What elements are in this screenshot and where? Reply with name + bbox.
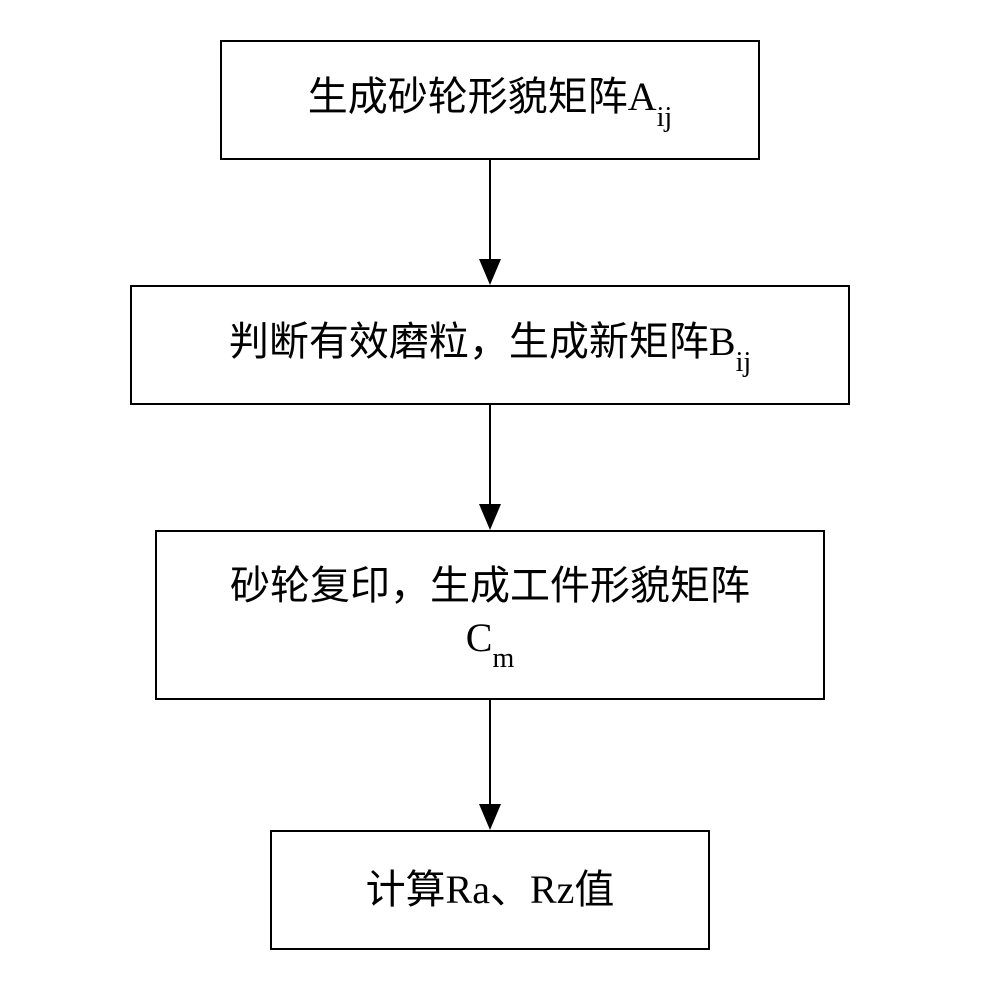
flow-box2-label: 判断有效磨粒，生成新矩阵Bij	[229, 316, 751, 374]
flow-box1: 生成砂轮形貌矩阵Aij	[220, 40, 760, 160]
flow-box4: 计算Ra、Rz值	[270, 830, 710, 950]
arrow-head-a2	[479, 504, 501, 530]
flow-box4-label: 计算Ra、Rz值	[366, 864, 615, 916]
flow-box1-label: 生成砂轮形貌矩阵Aij	[308, 71, 672, 129]
arrow-head-a1	[479, 259, 501, 285]
flow-box3-label: 砂轮复印，生成工件形貌矩阵Cm	[230, 560, 750, 670]
flow-box3: 砂轮复印，生成工件形貌矩阵Cm	[155, 530, 825, 700]
flowchart-canvas: 生成砂轮形貌矩阵Aij 判断有效磨粒，生成新矩阵Bij 砂轮复印，生成工件形貌矩阵C…	[0, 0, 981, 1000]
arrow-head-a3	[479, 804, 501, 830]
flow-box2: 判断有效磨粒，生成新矩阵Bij	[130, 285, 850, 405]
